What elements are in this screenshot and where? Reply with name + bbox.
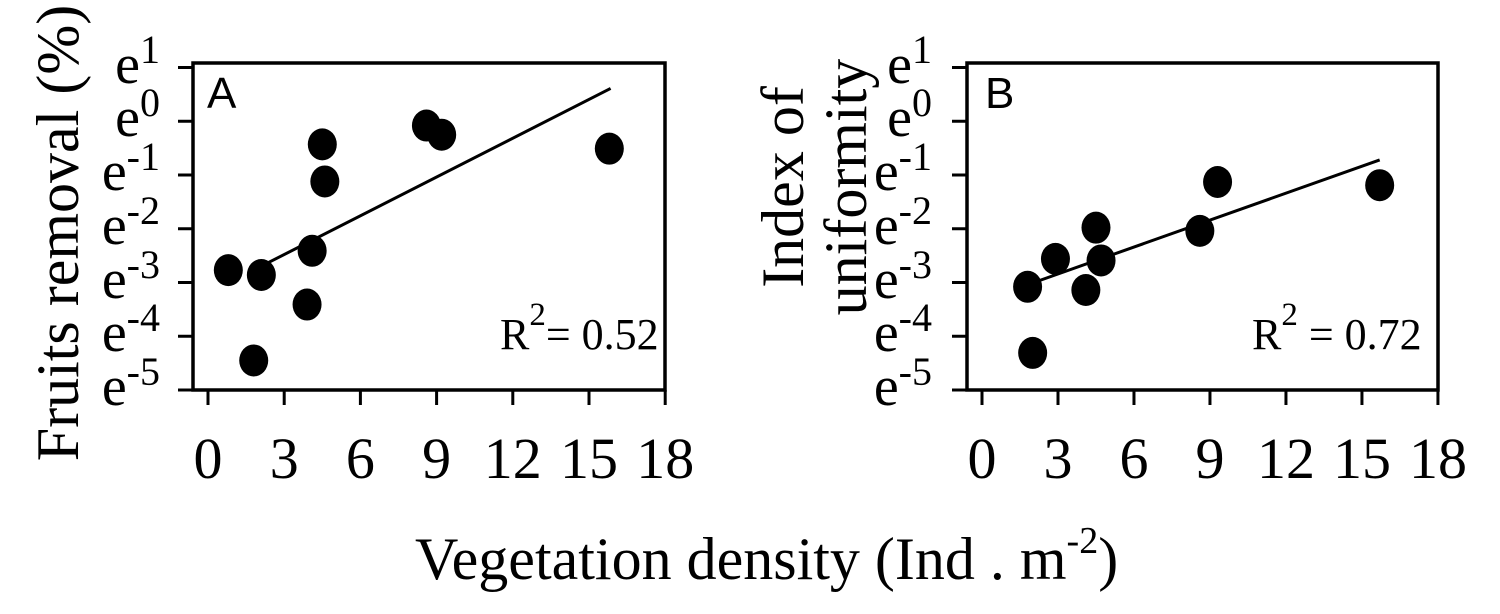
data-point-a [213,254,243,287]
y-tick-base-b: e [887,87,912,150]
x-tick-label-a: 18 [636,426,695,491]
x-axis-title-text: Vegetation density (Ind . m [415,526,1067,592]
y-tick-exponent-a: -4 [126,295,160,341]
y-tick-exponent-b: 1 [912,26,932,72]
y-tick-exponent-a: 1 [140,26,160,72]
x-tick-label-b: 18 [1408,426,1467,491]
y-tick-label-b: e-3 [822,242,932,316]
data-point-a [297,234,327,267]
y-tick-label-a: e-1 [50,134,160,208]
y-tick-base-b: e [873,248,899,311]
x-tick-label-a: 15 [560,426,618,491]
y-tick-label-a: e-4 [50,295,160,369]
r2-b-value: = 0.72 [1297,310,1422,359]
y-tick-label-a: e0 [50,80,160,154]
data-point-b [1040,242,1070,275]
data-point-a [594,132,624,165]
y-tick-base-b: e [873,141,899,203]
plot-frame-b [965,61,1440,392]
y-tick-exponent-b: -1 [898,134,932,179]
x-tick-label-a: 0 [193,426,223,491]
data-point-a [292,288,322,321]
x-axis-title-exponent: -2 [1066,520,1099,562]
y-tick-label-b: e0 [822,80,932,154]
y-tick-label-b: e-2 [822,188,932,262]
y-tick-base-b: e [873,302,899,365]
data-point-a [246,258,276,291]
y-tick-label-a: e-3 [50,242,160,316]
y-tick-base-a: e [115,87,140,150]
x-tick-label-a: 6 [345,426,375,491]
fit-line-a [264,87,612,266]
y-tick-exponent-b: -4 [898,295,932,341]
y-tick-base-a: e [101,194,127,257]
x-tick-label-b: 3 [1043,426,1073,491]
y-tick-base-b: e [887,33,912,96]
y-tick-exponent-a: -2 [126,187,160,233]
y-tick-base-a: e [101,302,127,365]
r2-a-superscript: 2 [529,297,546,333]
y-tick-label-b: e1 [822,27,932,101]
y-tick-exponent-b: -2 [898,187,932,233]
data-point-a [427,118,457,151]
y-tick-exponent-a: -5 [126,349,160,394]
y-tick-exponent-b: -5 [898,349,932,394]
data-point-b [1185,214,1215,247]
x-tick-label-a: 9 [422,426,452,491]
y-tick-base-a: e [101,356,127,418]
y-tick-base-a: e [101,248,127,311]
panel-b-letter: B [985,69,1015,118]
y-tick-exponent-a: -3 [126,241,160,287]
data-point-b [1365,169,1395,202]
y-tick-base-b: e [873,194,899,257]
data-point-b [1071,274,1101,307]
r-squared-annotation-a: R2= 0.52 [500,297,659,361]
plot-frame-a [191,61,667,392]
data-point-a [307,128,337,161]
r2-a-base: R [500,310,530,359]
x-tick-label-b: 0 [967,426,997,491]
y-tick-exponent-a: -1 [126,134,160,179]
data-point-b [1081,211,1111,244]
data-point-b [1013,270,1043,303]
y-tick-label-b: e-5 [822,349,932,423]
y-tick-label-a: e-5 [50,349,160,423]
x-tick-label-a: 12 [483,426,542,491]
r2-b-superscript: 2 [1281,297,1298,333]
y-tick-base-a: e [101,141,127,203]
y-tick-exponent-b: -3 [898,241,932,287]
y-tick-base-a: e [115,33,140,96]
x-tick-label-b: 12 [1256,426,1315,491]
y-tick-label-a: e-2 [50,188,160,262]
x-tick-label-a: 3 [269,426,299,491]
y-tick-label-b: e-1 [822,134,932,208]
y-tick-label-b: e-4 [822,295,932,369]
data-point-b [1203,165,1233,198]
x-tick-label-b: 15 [1332,426,1391,491]
y-tick-label-a: e1 [50,27,160,101]
data-point-a [239,344,269,377]
y-tick-exponent-b: 0 [912,80,932,126]
x-axis-title-close-paren: ) [1098,526,1119,592]
x-axis-title: Vegetation density (Ind . m-2) [415,520,1119,600]
panel-a-letter: A [207,69,237,118]
x-tick-label-b: 6 [1119,426,1149,491]
r2-b-base: R [1252,310,1282,359]
data-point-a [310,165,340,198]
data-point-b [1018,336,1048,369]
data-point-b [1086,244,1116,277]
y-axis-title-b-line1: Index of [750,86,816,288]
r2-a-value: = 0.52 [545,310,659,359]
y-tick-exponent-a: 0 [140,80,160,126]
x-tick-label-b: 9 [1195,426,1225,491]
y-tick-base-b: e [873,356,899,418]
r-squared-annotation-b: R2 = 0.72 [1252,297,1422,361]
